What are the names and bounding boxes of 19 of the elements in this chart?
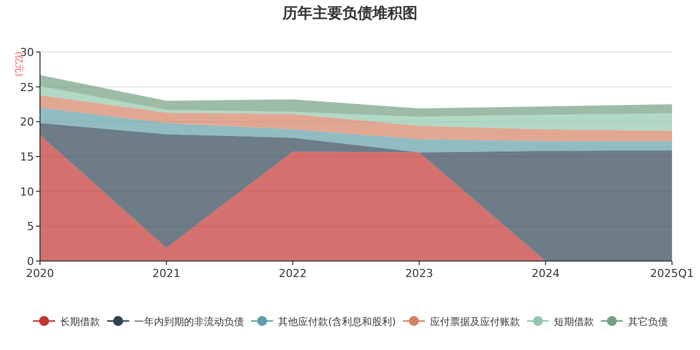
x-tick-label: 2022 xyxy=(278,267,307,280)
legend-label: 短期借款 xyxy=(554,316,594,328)
y-tick-label: 10 xyxy=(20,185,34,198)
x-tick-label: 2021 xyxy=(152,267,180,280)
y-tick-label: 25 xyxy=(20,80,34,94)
chart-title: 历年主要负债堆积图 xyxy=(282,4,418,22)
legend-label: 应付票据及应付账款 xyxy=(430,316,520,328)
legend-label: 其他应付款(含利息和股利) xyxy=(278,316,396,328)
y-tick-label: 5 xyxy=(27,220,34,234)
legend-label: 其它负债 xyxy=(628,316,668,328)
x-tick-label: 2025Q1 xyxy=(650,267,694,280)
x-tick-label: 2023 xyxy=(405,267,434,280)
x-tick-label: 2024 xyxy=(532,267,560,280)
y-tick-label: 20 xyxy=(20,116,34,129)
x-tick-label: 2020 xyxy=(26,267,54,280)
y-tick-label: 0 xyxy=(27,255,34,268)
y-tick-label: 15 xyxy=(20,150,34,164)
legend-label: 一年内到期的非流动负债 xyxy=(134,316,244,328)
legend-label: 长期借款 xyxy=(60,316,100,328)
